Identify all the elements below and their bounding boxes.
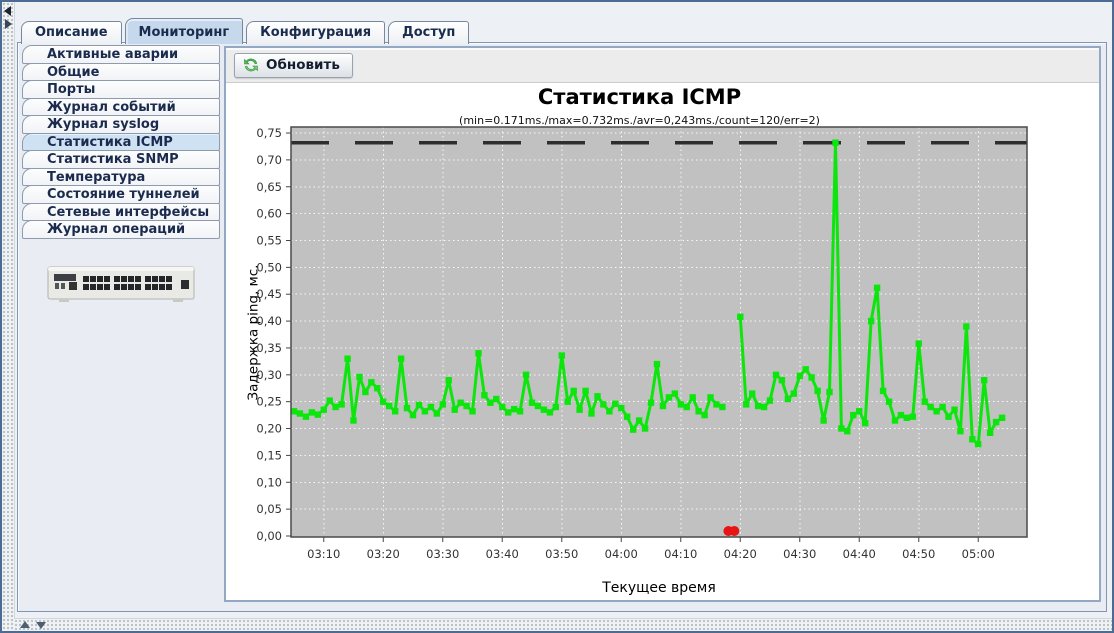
sidebar-item-active-alarms[interactable]: Активные аварии — [22, 45, 220, 64]
x-tick-label: 04:00 — [605, 547, 638, 561]
y-tick-label: 0,10 — [256, 475, 282, 489]
sidebar-item-tunnels-state[interactable]: Состояние туннелей — [22, 185, 220, 204]
chart-area: Статистика ICMP (min=0.171ms./max=0.732m… — [226, 83, 1099, 603]
split-collapse-left-icon[interactable] — [4, 6, 11, 16]
y-tick-label: 0,20 — [256, 422, 282, 436]
tab-bar: Описание Мониторинг Конфигурация Доступ — [21, 16, 472, 44]
x-tick-label: 04:30 — [783, 547, 816, 561]
y-tick-label: 0,45 — [256, 287, 282, 301]
y-tick-label: 0,65 — [256, 180, 282, 194]
tab-configuration[interactable]: Конфигурация — [246, 21, 386, 44]
y-tick-label: 0,25 — [256, 395, 282, 409]
y-tick-label: 0,70 — [256, 153, 282, 167]
y-tick-label: 0,50 — [256, 260, 282, 274]
left-split-divider[interactable] — [2, 2, 15, 631]
tab-access[interactable]: Доступ — [388, 21, 470, 44]
y-tick-label: 0,60 — [256, 207, 282, 221]
sidebar-item-ports[interactable]: Порты — [22, 80, 220, 99]
y-axis-label: Задержка ping, мс. — [245, 264, 262, 401]
chart-plot: 03:10 03:20 03:30 03:40 03:50 04:00 04:10 04:20… — [256, 126, 1028, 561]
chart-subtitle: (min=0.171ms./max=0.732ms./avr=0,243ms./… — [459, 114, 820, 127]
x-tick-label: 03:40 — [486, 547, 519, 561]
split-collapse-up-icon[interactable] — [20, 621, 30, 628]
sidebar-item-operations-log[interactable]: Журнал операций — [22, 220, 220, 239]
y-tick-label: 0,30 — [256, 368, 282, 382]
x-tick-label: 03:20 — [367, 547, 400, 561]
device-thumbnail — [30, 253, 212, 313]
icmp-chart: Статистика ICMP (min=0.171ms./max=0.732m… — [232, 83, 1047, 603]
toolbar: Обновить — [226, 48, 1099, 83]
y-tick-label: 0,00 — [256, 529, 282, 543]
y-tick-label: 0,55 — [256, 233, 282, 247]
x-tick-label: 04:40 — [843, 547, 876, 561]
x-tick-label: 04:50 — [902, 547, 935, 561]
refresh-icon — [243, 57, 259, 73]
tab-content-panel: Активные аварии Общие Порты Журнал событий Ж… — [17, 42, 1107, 612]
y-tick-label: 0,35 — [256, 341, 282, 355]
refresh-button[interactable]: Обновить — [234, 52, 353, 78]
y-tick-label: 0,75 — [256, 126, 282, 140]
bottom-split-divider[interactable] — [14, 618, 1112, 631]
sidebar-item-syslog-log[interactable]: Журнал syslog — [22, 115, 220, 134]
sidebar-item-icmp-stats[interactable]: Статистика ICMP — [22, 132, 220, 151]
x-axis-label: Текущее время — [602, 580, 716, 596]
x-tick-label: 05:00 — [962, 547, 995, 561]
x-tick-label: 04:10 — [664, 547, 697, 561]
tab-description[interactable]: Описание — [21, 21, 122, 44]
chart-title: Статистика ICMP — [537, 85, 742, 109]
x-tick-label: 04:20 — [724, 547, 757, 561]
monitoring-panel: Обновить Статистика ICMP (min=0.171ms./m… — [224, 46, 1101, 602]
switch-device-image — [47, 266, 195, 302]
y-tick-label: 0,15 — [256, 448, 282, 462]
sidebar-item-network-interfaces[interactable]: Сетевые интерфейсы — [22, 202, 220, 221]
sidebar-item-event-log[interactable]: Журнал событий — [22, 97, 220, 116]
refresh-button-label: Обновить — [266, 56, 340, 73]
y-tick-label: 0,05 — [256, 502, 282, 516]
y-tick-label: 0,40 — [256, 314, 282, 328]
sidebar-items: Активные аварии Общие Порты Журнал событий Ж… — [22, 45, 220, 239]
sidebar-item-snmp-stats[interactable]: Статистика SNMP — [22, 150, 220, 169]
x-tick-label: 03:30 — [426, 547, 459, 561]
split-collapse-down-icon[interactable] — [36, 622, 46, 629]
sidebar-item-general[interactable]: Общие — [22, 62, 220, 81]
sidebar-item-temperature[interactable]: Температура — [22, 167, 220, 186]
tab-monitoring[interactable]: Мониторинг — [124, 18, 244, 44]
x-tick-label: 03:10 — [307, 547, 340, 561]
sidebar: Активные аварии Общие Порты Журнал событий Ж… — [22, 45, 220, 607]
split-collapse-right-icon[interactable] — [5, 19, 12, 29]
main-area: Описание Мониторинг Конфигурация Доступ Акт… — [14, 2, 1112, 619]
x-tick-label: 03:50 — [545, 547, 578, 561]
